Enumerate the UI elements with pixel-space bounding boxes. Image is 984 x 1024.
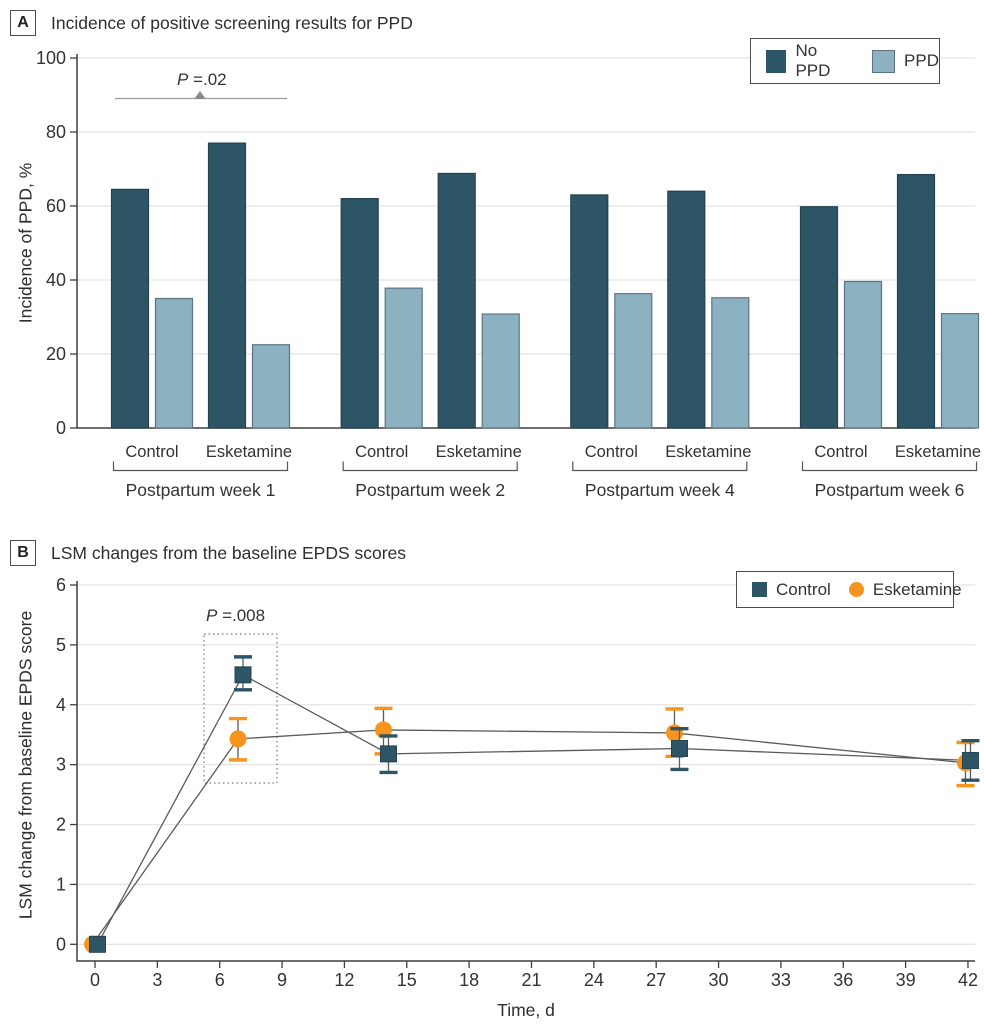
bar-postpartum-week-6-control-ppd — [843, 280, 883, 429]
bar-postpartum-week-2-control-no-ppd — [340, 198, 379, 429]
bar-postpartum-week-4-esketamine-no-ppd — [667, 190, 706, 429]
panel-b-x-tick-label: 36 — [833, 970, 853, 990]
bar-postpartum-week-6-control-no-ppd — [799, 206, 839, 429]
panel-b-y-tick-label: 3 — [56, 755, 66, 775]
bar-postpartum-week-1-control-no-ppd — [110, 188, 150, 429]
point-control-day0 — [89, 935, 106, 953]
subgroup-label-esketamine: Esketamine — [895, 443, 981, 461]
panel-b-y-tick-label: 2 — [56, 815, 66, 835]
control-square-icon — [752, 582, 767, 597]
panel-b-x-tick-label: 6 — [215, 970, 225, 990]
panel-b-y-axis-label: LSM change from baseline EPDS score — [15, 610, 36, 920]
subgroup-label-control: Control — [585, 443, 638, 461]
group-bracket — [112, 461, 289, 472]
legend-label-control: Control — [776, 579, 831, 599]
panel-b-y-tick-label: 1 — [56, 874, 66, 894]
bar-postpartum-week-4-esketamine-ppd — [711, 297, 750, 429]
panel-b-x-tick-label: 24 — [584, 970, 604, 990]
panel-b-pvalue-text: P =.008 — [206, 606, 265, 625]
panel-a-legend: No PPD PPD — [750, 38, 940, 84]
legend-item-esketamine: Esketamine — [848, 579, 962, 600]
point-control-day14 — [379, 745, 397, 763]
panel-b-x-tick-label: 9 — [277, 970, 287, 990]
legend-item-ppd: PPD — [872, 49, 939, 73]
panel-b-x-tick-label: 3 — [152, 970, 162, 990]
panel-a-y-tick-label: 40 — [46, 270, 66, 290]
panel-b-title: LSM changes from the baseline EPDS score… — [51, 542, 407, 563]
legend-item-no-ppd: No PPD — [766, 41, 850, 81]
panel-b-x-tick-label: 15 — [397, 970, 417, 990]
panel-a-pvalue-triangle-icon — [194, 91, 206, 99]
no-ppd-swatch-icon — [766, 49, 787, 73]
bar-postpartum-week-6-esketamine-ppd — [940, 313, 980, 429]
point-control-day7 — [234, 666, 252, 684]
point-esketamine-day28 — [665, 724, 683, 742]
group-bracket — [342, 461, 518, 472]
ppd-swatch-icon — [872, 49, 896, 73]
legend-item-control: Control — [752, 580, 831, 600]
panel-a-header: A Incidence of positive screening result… — [10, 10, 413, 36]
panel-b-pvalue-box — [203, 633, 278, 784]
bar-postpartum-week-4-control-no-ppd — [570, 194, 609, 429]
panel-b-y-tick-label: 6 — [56, 575, 66, 595]
panel-b-x-tick-label: 21 — [521, 970, 541, 990]
point-control-day28 — [670, 739, 688, 757]
bar-postpartum-week-2-control-ppd — [384, 287, 423, 429]
panel-b-y-tick-label: 4 — [56, 695, 66, 715]
panel-a-y-tick-label: 0 — [56, 418, 66, 438]
esketamine-circle-icon — [848, 582, 864, 597]
panel-a-y-axis-label: Incidence of PPD, % — [15, 162, 36, 324]
panel-a-y-tick-label: 60 — [46, 196, 66, 216]
subgroup-label-control: Control — [355, 443, 408, 461]
legend-label-esketamine: Esketamine — [872, 579, 962, 599]
group-label: Postpartum week 4 — [585, 480, 735, 500]
line-control — [96, 673, 971, 945]
bar-postpartum-week-1-control-ppd — [154, 297, 194, 429]
group-label: Postpartum week 2 — [355, 480, 505, 500]
panel-b-y-tick-label: 5 — [56, 635, 66, 655]
panel-a-title: Incidence of positive screening results … — [51, 12, 413, 33]
panel-b-x-axis-label: Time, d — [497, 1000, 555, 1020]
point-esketamine-day7 — [229, 730, 247, 748]
bar-postpartum-week-2-esketamine-no-ppd — [437, 172, 476, 429]
panel-a-letter: A — [10, 10, 36, 36]
panel-b-y-tick-label: 0 — [56, 934, 66, 954]
bar-postpartum-week-1-esketamine-no-ppd — [207, 142, 247, 429]
panel-b-x-tick-label: 42 — [958, 970, 978, 990]
panel-a-y-tick-label: 20 — [46, 344, 66, 364]
panel-b-letter: B — [10, 540, 36, 566]
subgroup-label-esketamine: Esketamine — [665, 443, 751, 461]
point-esketamine-day14 — [374, 721, 392, 739]
panel-b-header: B LSM changes from the baseline EPDS sco… — [10, 540, 406, 566]
panel-b-legend: Control Esketamine — [736, 571, 962, 608]
legend-label-no-ppd: No PPD — [795, 41, 831, 80]
panel-b-x-tick-label: 12 — [334, 970, 354, 990]
bar-postpartum-week-4-control-ppd — [614, 293, 653, 429]
point-control-day42 — [961, 751, 979, 769]
panel-b-x-tick-label: 30 — [709, 970, 729, 990]
panel-a-y-tick-label: 80 — [46, 122, 66, 142]
bar-postpartum-week-2-esketamine-ppd — [481, 313, 520, 429]
subgroup-label-control: Control — [125, 443, 178, 461]
bar-postpartum-week-6-esketamine-no-ppd — [896, 173, 936, 429]
line-esketamine — [91, 729, 966, 945]
group-bracket — [572, 461, 748, 472]
panel-a-y-tick-label: 100 — [36, 48, 66, 68]
group-label: Postpartum week 6 — [815, 480, 965, 500]
panel-b-x-tick-label: 27 — [646, 970, 666, 990]
group-bracket — [801, 461, 978, 472]
panel-b-x-tick-label: 0 — [90, 970, 100, 990]
panel-b-x-tick-label: 33 — [771, 970, 791, 990]
subgroup-label-esketamine: Esketamine — [206, 443, 292, 461]
panel-b-x-tick-label: 18 — [459, 970, 479, 990]
bar-postpartum-week-1-esketamine-ppd — [251, 344, 291, 429]
subgroup-label-esketamine: Esketamine — [436, 443, 522, 461]
panel-a-pvalue-text: P =.02 — [177, 70, 227, 89]
group-label: Postpartum week 1 — [126, 480, 276, 500]
subgroup-label-control: Control — [814, 443, 867, 461]
legend-label-ppd: PPD — [904, 51, 939, 70]
panel-b-x-tick-label: 39 — [896, 970, 916, 990]
